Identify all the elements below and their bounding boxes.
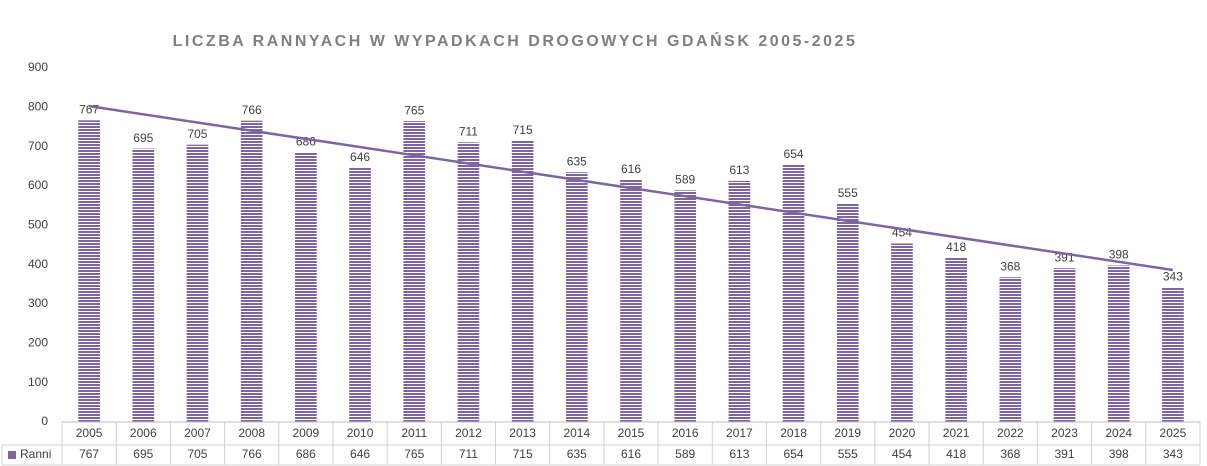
bar (1107, 265, 1130, 422)
bar (1162, 287, 1184, 422)
table-value: 766 (242, 447, 262, 461)
bar (186, 144, 209, 422)
data-label: 705 (187, 127, 207, 141)
bar (999, 277, 1022, 422)
data-label: 616 (621, 162, 641, 176)
table-value: 616 (621, 447, 641, 461)
y-tick-label: 400 (28, 257, 48, 271)
data-label: 368 (1000, 259, 1020, 273)
x-tick-label: 2013 (509, 426, 536, 440)
data-label: 613 (729, 163, 749, 177)
data-label: 766 (242, 103, 262, 117)
x-tick-label: 2025 (1160, 426, 1187, 440)
data-label: 715 (513, 123, 533, 137)
data-label: 343 (1163, 269, 1183, 283)
x-tick-label: 2015 (618, 426, 645, 440)
table-value: 635 (567, 447, 587, 461)
y-tick-label: 900 (28, 60, 48, 74)
bar (728, 180, 751, 422)
data-label: 767 (79, 102, 99, 116)
x-tick-label: 2022 (997, 426, 1024, 440)
data-label: 654 (784, 147, 804, 161)
x-tick-label: 2023 (1051, 426, 1078, 440)
bar (674, 190, 697, 422)
table-value: 686 (296, 447, 316, 461)
table-value: 613 (729, 447, 749, 461)
bar (240, 120, 263, 422)
x-tick-label: 2012 (455, 426, 482, 440)
x-tick-label: 2020 (889, 426, 916, 440)
table-value: 418 (946, 447, 966, 461)
x-tick-label: 2008 (238, 426, 265, 440)
y-tick-label: 300 (28, 296, 48, 310)
x-tick-label: 2009 (293, 426, 320, 440)
y-tick-label: 600 (28, 178, 48, 192)
table-value: 711 (459, 447, 478, 461)
chart-title: LICZBA RANNYACH W WYPADKACH DROGOWYCH GD… (173, 31, 858, 50)
bar (403, 121, 426, 422)
x-tick-label: 2021 (943, 426, 970, 440)
bar (782, 164, 805, 422)
bar (295, 152, 317, 422)
bar (836, 203, 859, 422)
data-label: 589 (675, 172, 695, 186)
y-tick-label: 200 (28, 336, 48, 350)
bar (511, 140, 534, 422)
data-label: 765 (404, 103, 424, 117)
x-tick-label: 2005 (76, 426, 103, 440)
trend-line (88, 104, 1174, 272)
x-tick-label: 2017 (726, 426, 753, 440)
table-value: 589 (675, 447, 695, 461)
x-tick-label: 2019 (834, 426, 861, 440)
table-value: 695 (133, 447, 153, 461)
bar (457, 142, 480, 422)
y-tick-label: 0 (41, 414, 48, 428)
data-label: 555 (838, 186, 858, 200)
bar (132, 148, 155, 422)
bar (78, 120, 100, 423)
data-label: 418 (946, 240, 966, 254)
data-label: 635 (567, 154, 587, 168)
legend-key (8, 451, 16, 459)
table-value: 646 (350, 447, 370, 461)
x-tick-label: 2007 (184, 426, 211, 440)
x-tick-label: 2010 (347, 426, 374, 440)
bar (945, 257, 967, 422)
table-value: 391 (1055, 447, 1075, 461)
data-label: 398 (1109, 248, 1129, 262)
table-value: 705 (187, 447, 207, 461)
table-value: 454 (892, 447, 912, 461)
table-value: 715 (513, 447, 533, 461)
bar (891, 243, 913, 422)
bar (349, 167, 371, 422)
x-tick-label: 2006 (130, 426, 157, 440)
x-tick-label: 2011 (401, 426, 427, 440)
y-tick-label: 100 (28, 375, 48, 389)
bar (620, 179, 642, 422)
data-label: 695 (133, 131, 153, 145)
table-value: 654 (784, 447, 804, 461)
bar (565, 172, 588, 422)
y-tick-label: 700 (28, 139, 48, 153)
x-tick-label: 2018 (780, 426, 807, 440)
x-tick-label: 2024 (1105, 426, 1132, 440)
x-tick-label: 2014 (563, 426, 590, 440)
table-value: 343 (1163, 447, 1183, 461)
table-value: 555 (838, 447, 858, 461)
table-value: 767 (79, 447, 99, 461)
y-tick-label: 500 (28, 218, 48, 232)
data-label: 711 (459, 125, 478, 139)
table-value: 765 (404, 447, 424, 461)
table-value: 398 (1109, 447, 1129, 461)
y-tick-label: 800 (28, 100, 48, 114)
table-value: 368 (1000, 447, 1020, 461)
bar (1053, 268, 1076, 422)
data-label: 686 (296, 134, 316, 148)
legend-label: Ranni (20, 447, 51, 461)
x-tick-label: 2016 (672, 426, 699, 440)
data-label: 646 (350, 150, 370, 164)
